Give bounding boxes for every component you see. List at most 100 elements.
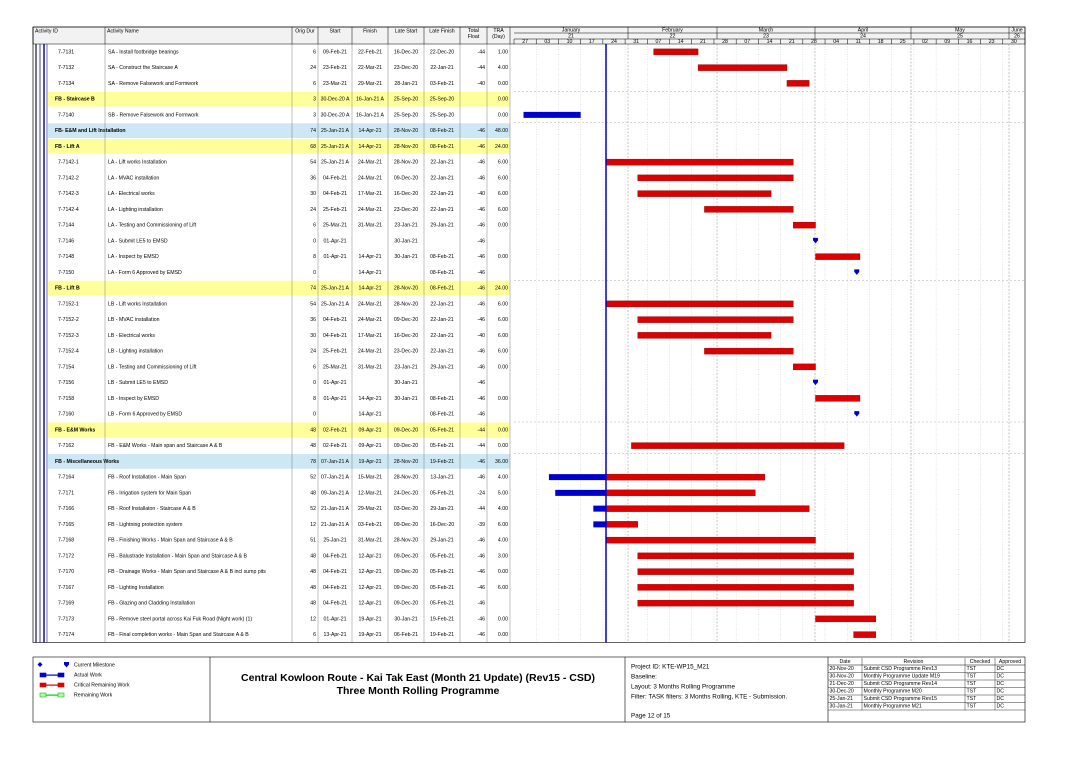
cell-float: -46 bbox=[478, 459, 486, 465]
cell-finish: 14-Apr-21 bbox=[358, 128, 381, 134]
week-label: 24 bbox=[611, 39, 617, 45]
cell-name: FB - E&M Works bbox=[55, 427, 95, 433]
cell-finish: 22-Mar-21 bbox=[358, 65, 382, 71]
cell-late-start: 16-Dec-20 bbox=[394, 333, 418, 339]
cell-dur: 74 bbox=[310, 128, 316, 134]
cell-float: -46 bbox=[478, 254, 486, 260]
column-header: Activity Name bbox=[107, 28, 139, 34]
week-label: 25 bbox=[900, 39, 906, 45]
actual-bar bbox=[548, 474, 606, 481]
cell-late-finish: 19-Feb-21 bbox=[430, 616, 454, 622]
week-label: 03 bbox=[544, 39, 550, 45]
cell-id: 7-7172 bbox=[58, 553, 74, 559]
critical-bar bbox=[605, 536, 816, 544]
legend-icon bbox=[57, 692, 65, 698]
critical-bar bbox=[815, 615, 877, 623]
cell-id: 7-7131 bbox=[58, 49, 74, 55]
cell-start: 04-Feb-21 bbox=[323, 175, 347, 181]
cell-finish: 12-Apr-21 bbox=[358, 569, 381, 575]
cell-float: -44 bbox=[478, 65, 486, 71]
critical-bar bbox=[697, 64, 788, 71]
cell-name: SA - Install footbridge bearings bbox=[108, 49, 179, 55]
cell-id: 7-7152-1 bbox=[58, 301, 79, 307]
cell-dur: 30 bbox=[310, 191, 316, 197]
cell-dur: 0 bbox=[313, 238, 316, 244]
cell-finish: 22-Feb-21 bbox=[358, 49, 382, 55]
cell-name: FB - Lighting Installation bbox=[108, 585, 164, 591]
cell-late-finish: 08-Feb-21 bbox=[430, 412, 454, 418]
project-info: Layout: 3 Months Rolling Programme bbox=[631, 684, 735, 691]
revision-cell: 20-Nov-20 bbox=[830, 666, 854, 672]
cell-dur: 3 bbox=[313, 112, 316, 118]
critical-bar bbox=[605, 300, 794, 308]
month-label: March bbox=[759, 27, 774, 33]
cell-finish: 14-Apr-21 bbox=[358, 396, 381, 402]
cell-start: 04-Feb-21 bbox=[323, 569, 347, 575]
cell-late-start: 09-Dec-20 bbox=[394, 522, 418, 528]
cell-start: 02-Feb-21 bbox=[323, 443, 347, 449]
revision-header: Date bbox=[840, 659, 851, 665]
actual-bar bbox=[523, 111, 581, 118]
cell-name: FB - Lightning protection system bbox=[108, 522, 182, 528]
month-number: 22 bbox=[670, 33, 676, 39]
revision-cell: DC bbox=[997, 666, 1005, 672]
critical-bar bbox=[786, 80, 810, 87]
cell-late-finish: 05-Feb-21 bbox=[430, 601, 454, 607]
milestone bbox=[813, 379, 819, 386]
cell-late-finish: 22-Jan-21 bbox=[430, 160, 453, 166]
month-number: 21 bbox=[568, 33, 574, 39]
cell-start: 25-Mar-21 bbox=[323, 364, 347, 370]
critical-bar bbox=[605, 505, 810, 512]
month-label: May bbox=[955, 27, 965, 33]
cell-id: 7-7166 bbox=[58, 506, 74, 512]
legend-icon bbox=[39, 692, 47, 698]
cell-name: LB - MVAC installation bbox=[108, 317, 160, 323]
week-label: 14 bbox=[767, 39, 773, 45]
cell-dur: 6 bbox=[313, 49, 316, 55]
table-border bbox=[32, 26, 1026, 643]
cell-start: 23-Mar-21 bbox=[323, 81, 347, 87]
cell-float: -39 bbox=[478, 522, 486, 528]
cell-float: -46 bbox=[478, 585, 486, 591]
legend-icon bbox=[64, 662, 69, 668]
cell-id: 7-7169 bbox=[58, 601, 74, 607]
cell-start: 01-Apr-21 bbox=[323, 396, 346, 402]
legend-label: Current Milestone bbox=[74, 662, 115, 668]
cell-name: LA - Submit LE5 to EMSD bbox=[108, 238, 168, 244]
cell-late-finish: 08-Feb-21 bbox=[430, 286, 454, 292]
cell-name: LB - Testing and Commissioning of Lift bbox=[108, 364, 197, 370]
cell-start: 21-Jan-21 A bbox=[321, 522, 350, 528]
revision-cell: 30-Nov-20 bbox=[830, 674, 854, 680]
revision-cell: Monthly Programme M21 bbox=[864, 704, 922, 710]
week-label: 11 bbox=[856, 39, 861, 45]
cell-start: 25-Mar-21 bbox=[323, 223, 347, 229]
cell-tra: 6.00 bbox=[498, 349, 508, 355]
cell-id: 7-7167 bbox=[58, 585, 74, 591]
cell-late-start: 25-Sep-20 bbox=[394, 112, 418, 118]
cell-id: 7-7142-4 bbox=[58, 207, 79, 213]
cell-tra: 0.00 bbox=[498, 632, 508, 638]
cell-late-finish: 19-Feb-21 bbox=[430, 459, 454, 465]
cell-late-start: 28-Nov-20 bbox=[394, 301, 418, 307]
cell-id: 7-7142-2 bbox=[58, 175, 79, 181]
cell-start: 25-Jan-21 bbox=[323, 538, 346, 544]
cell-float: -46 bbox=[478, 553, 486, 559]
cell-name: FB - Final completion works - Main Span … bbox=[108, 632, 249, 638]
cell-name: LA - Electrical works bbox=[108, 191, 155, 197]
cell-dur: 3 bbox=[313, 97, 316, 103]
cell-id: 7-7150 bbox=[58, 270, 74, 276]
month-label: June bbox=[1011, 27, 1022, 33]
cell-name: FB - E&M Works - Main span and Staircase… bbox=[108, 443, 223, 449]
cell-id: 7-7170 bbox=[58, 569, 74, 575]
cell-late-start: 30-Jan-21 bbox=[394, 616, 417, 622]
cell-late-start: 28-Nov-20 bbox=[394, 538, 418, 544]
critical-bar bbox=[793, 221, 816, 229]
cell-dur: 8 bbox=[313, 254, 316, 260]
week-label: 28 bbox=[811, 39, 817, 45]
cell-finish: 24-Mar-21 bbox=[358, 301, 382, 307]
cell-start: 01-Apr-21 bbox=[323, 616, 346, 622]
column-header: Activity ID bbox=[35, 28, 58, 34]
cell-late-start: 23-Dec-20 bbox=[394, 207, 418, 213]
cell-dur: 48 bbox=[310, 553, 316, 559]
cell-start: 25-Jan-21 A bbox=[321, 286, 350, 292]
